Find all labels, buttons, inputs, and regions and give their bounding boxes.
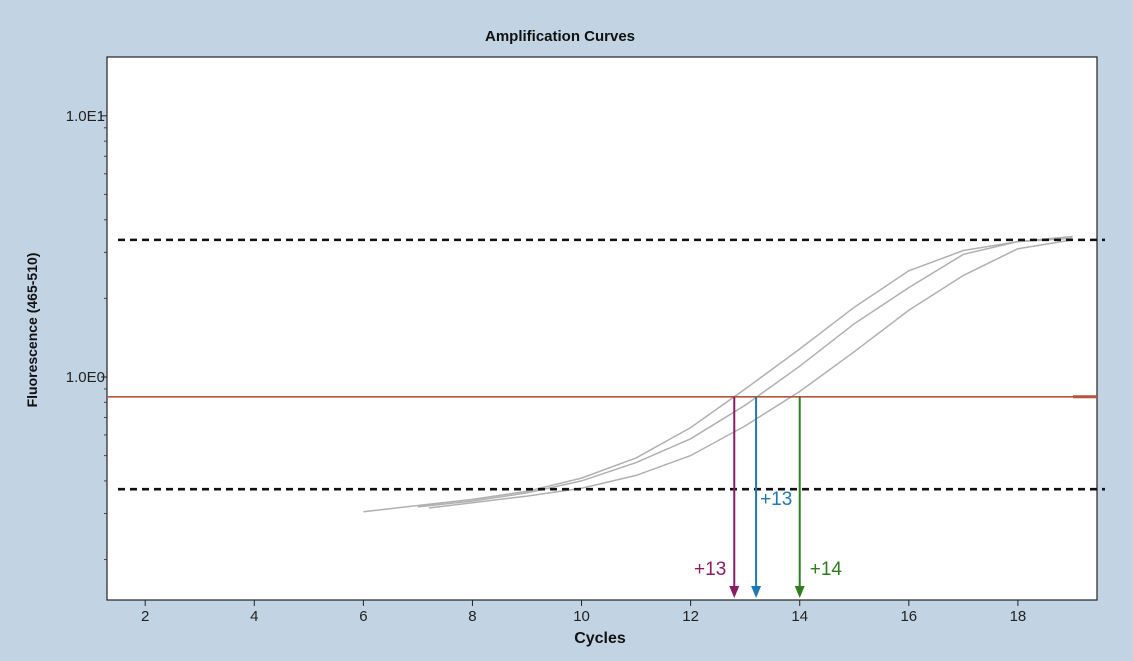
cycle-annotations: +13 +13 +14 [694, 396, 843, 598]
chart-title: Amplification Curves [485, 28, 635, 45]
cycle-arrowhead [751, 586, 762, 598]
cycle-label: +14 [810, 559, 843, 580]
cycle-arrowhead [729, 586, 740, 598]
cycle-label: +13 [760, 489, 792, 510]
cycle-label: +13 [694, 559, 726, 580]
series-line-2 [417, 237, 1073, 508]
cycle-arrowhead [794, 586, 805, 598]
series-line-1 [363, 235, 1073, 513]
x-tick-label: 16 [900, 608, 917, 625]
x-axis-label: Cycles [574, 630, 626, 647]
x-tick-label: 8 [468, 608, 476, 625]
x-tick-label: 14 [791, 608, 808, 625]
series-line-3 [428, 239, 1073, 509]
x-tick-label: 6 [359, 608, 367, 625]
x-tick-label: 2 [141, 608, 149, 625]
amplification-curves [363, 235, 1073, 513]
y-tick-label: 1.0E0 [66, 369, 105, 386]
x-tick-label: 18 [1010, 608, 1027, 625]
reference-lines [107, 238, 1105, 491]
plot-area [106, 56, 1098, 601]
x-tick-label: 4 [250, 608, 258, 625]
x-tick-label: 10 [573, 608, 590, 625]
y-tick-label: 1.0E1 [66, 108, 105, 125]
y-axis-label: Fluorescence (465-510) [24, 253, 40, 408]
x-axis-ticks: 2 4 6 8 10 12 14 16 18 [141, 600, 1026, 625]
x-tick-label: 12 [682, 608, 699, 625]
y-axis-ticks: 1.0E0 1.0E1 [66, 108, 107, 561]
